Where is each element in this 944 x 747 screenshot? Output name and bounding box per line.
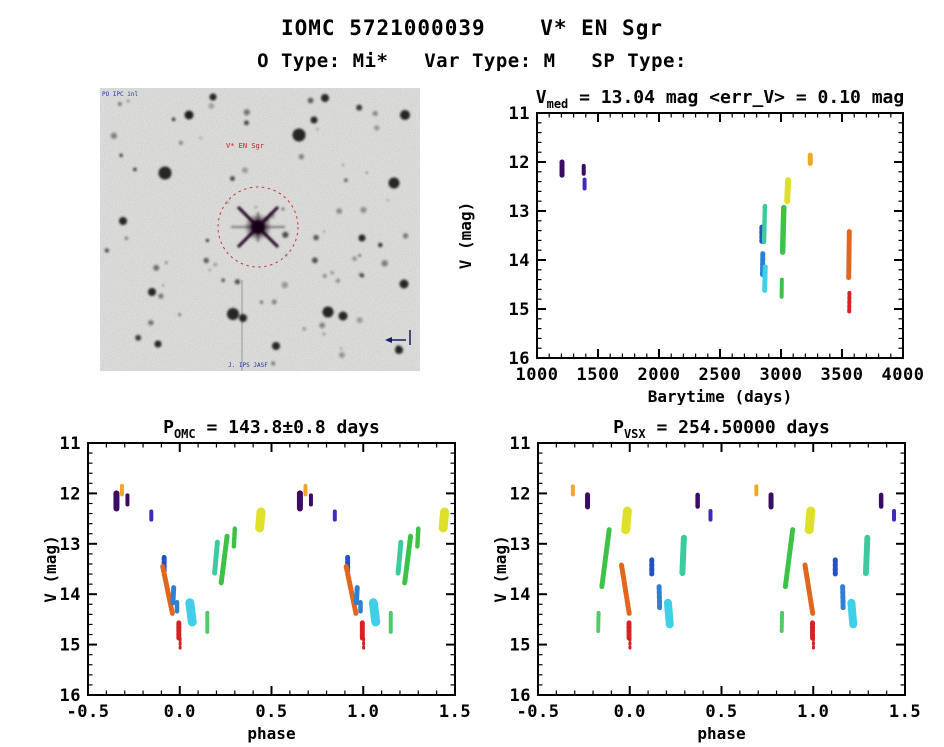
- axes: -0.5 0.0 0.5 1.0 1.5 11 12 13 14 15 16: [510, 434, 921, 722]
- x-tick-label: 0.5: [705, 702, 737, 722]
- y-axis-label: V (mag): [491, 535, 510, 602]
- y-tick-label: 11: [509, 104, 530, 124]
- x-axis-label: phase: [697, 724, 745, 743]
- data-points: [570, 484, 896, 650]
- y-tick-label: 16: [509, 349, 530, 369]
- x-axis-label: Barytime (days): [648, 387, 793, 405]
- x-tick-label: 1.0: [797, 702, 829, 722]
- data-points: [559, 152, 852, 315]
- y-tick-label: 15: [510, 636, 531, 656]
- y-tick-label: 12: [509, 153, 530, 173]
- x-tick-label: 1500: [577, 365, 620, 385]
- y-tick-label: 16: [510, 686, 531, 706]
- y-tick-label: 12: [60, 484, 81, 504]
- y-tick-label: 14: [509, 251, 530, 271]
- x-tick-label: -0.5: [517, 702, 560, 722]
- phase-plot-omc: -0.5 0.0 0.5 1.0 1.5 11 12 13 14 15 16 phase V (mag)…: [41, 417, 471, 743]
- phase-plot-vsx: -0.5 0.0 0.5 1.0 1.5 11 12 13 14 15 16 phase V (mag)…: [491, 417, 921, 743]
- finder-chart-image: V* EN Sgr PO IPC inl J. IPS JASF: [100, 88, 420, 371]
- x-tick-label: 1.0: [347, 702, 379, 722]
- x-tick-label: 0.5: [255, 702, 287, 722]
- x-tick-label: 4000: [882, 365, 925, 385]
- star-field: [104, 93, 410, 366]
- lightcurve-plot-barytime: 1000 1500 2000 2500 3000 3500 4000 11 12 13 14 15 16…: [456, 87, 925, 405]
- x-tick-label: 0.0: [614, 702, 646, 722]
- compass-icon: [385, 330, 411, 345]
- y-tick-label: 13: [509, 202, 530, 222]
- axes: 1000 1500 2000 2500 3000 3500 4000 11 12 13 14 15 16: [509, 104, 925, 385]
- plot-title: Vmed = 13.04 mag <err_V> = 0.10 mag: [536, 87, 904, 111]
- y-tick-label: 13: [60, 535, 81, 555]
- target-name-label: V* EN Sgr: [226, 142, 264, 150]
- y-tick-label: 13: [510, 535, 531, 555]
- finder-corner-text: PO IPC inl: [102, 91, 139, 98]
- x-tick-label: 1.5: [889, 702, 921, 722]
- x-tick-label: -0.5: [67, 702, 110, 722]
- finder-bottom-text: J. IPS JASF: [228, 362, 268, 369]
- y-tick-label: 15: [509, 300, 530, 320]
- y-tick-label: 11: [510, 434, 531, 454]
- y-axis-label: V (mag): [456, 202, 475, 269]
- data-points: [113, 483, 450, 650]
- axes: -0.5 0.0 0.5 1.0 1.5 11 12 13 14 15 16: [60, 434, 471, 722]
- y-tick-label: 12: [510, 484, 531, 504]
- target-star: [231, 205, 285, 249]
- x-tick-label: 0.0: [164, 702, 196, 722]
- x-tick-label: 1000: [516, 365, 559, 385]
- y-tick-label: 15: [60, 636, 81, 656]
- y-axis-label: V (mag): [41, 535, 60, 602]
- y-tick-label: 16: [60, 686, 81, 706]
- page-subtitle: O Type: Mi* Var Type: M SP Type:: [257, 50, 687, 72]
- y-tick-label: 14: [510, 585, 531, 605]
- y-tick-label: 14: [60, 585, 81, 605]
- y-tick-label: 11: [60, 434, 81, 454]
- target-circle: [217, 186, 299, 268]
- plot-title: POMC = 143.8±0.8 days: [163, 417, 380, 441]
- x-axis-label: phase: [247, 724, 295, 743]
- page-title: IOMC 5721000039 V* EN Sgr: [280, 16, 663, 40]
- plot-title: PVSX = 254.50000 days: [613, 417, 830, 441]
- x-tick-label: 2000: [638, 365, 681, 385]
- x-tick-label: 3500: [821, 365, 864, 385]
- x-tick-label: 1.5: [439, 702, 471, 722]
- x-tick-label: 3000: [760, 365, 803, 385]
- x-tick-label: 2500: [699, 365, 742, 385]
